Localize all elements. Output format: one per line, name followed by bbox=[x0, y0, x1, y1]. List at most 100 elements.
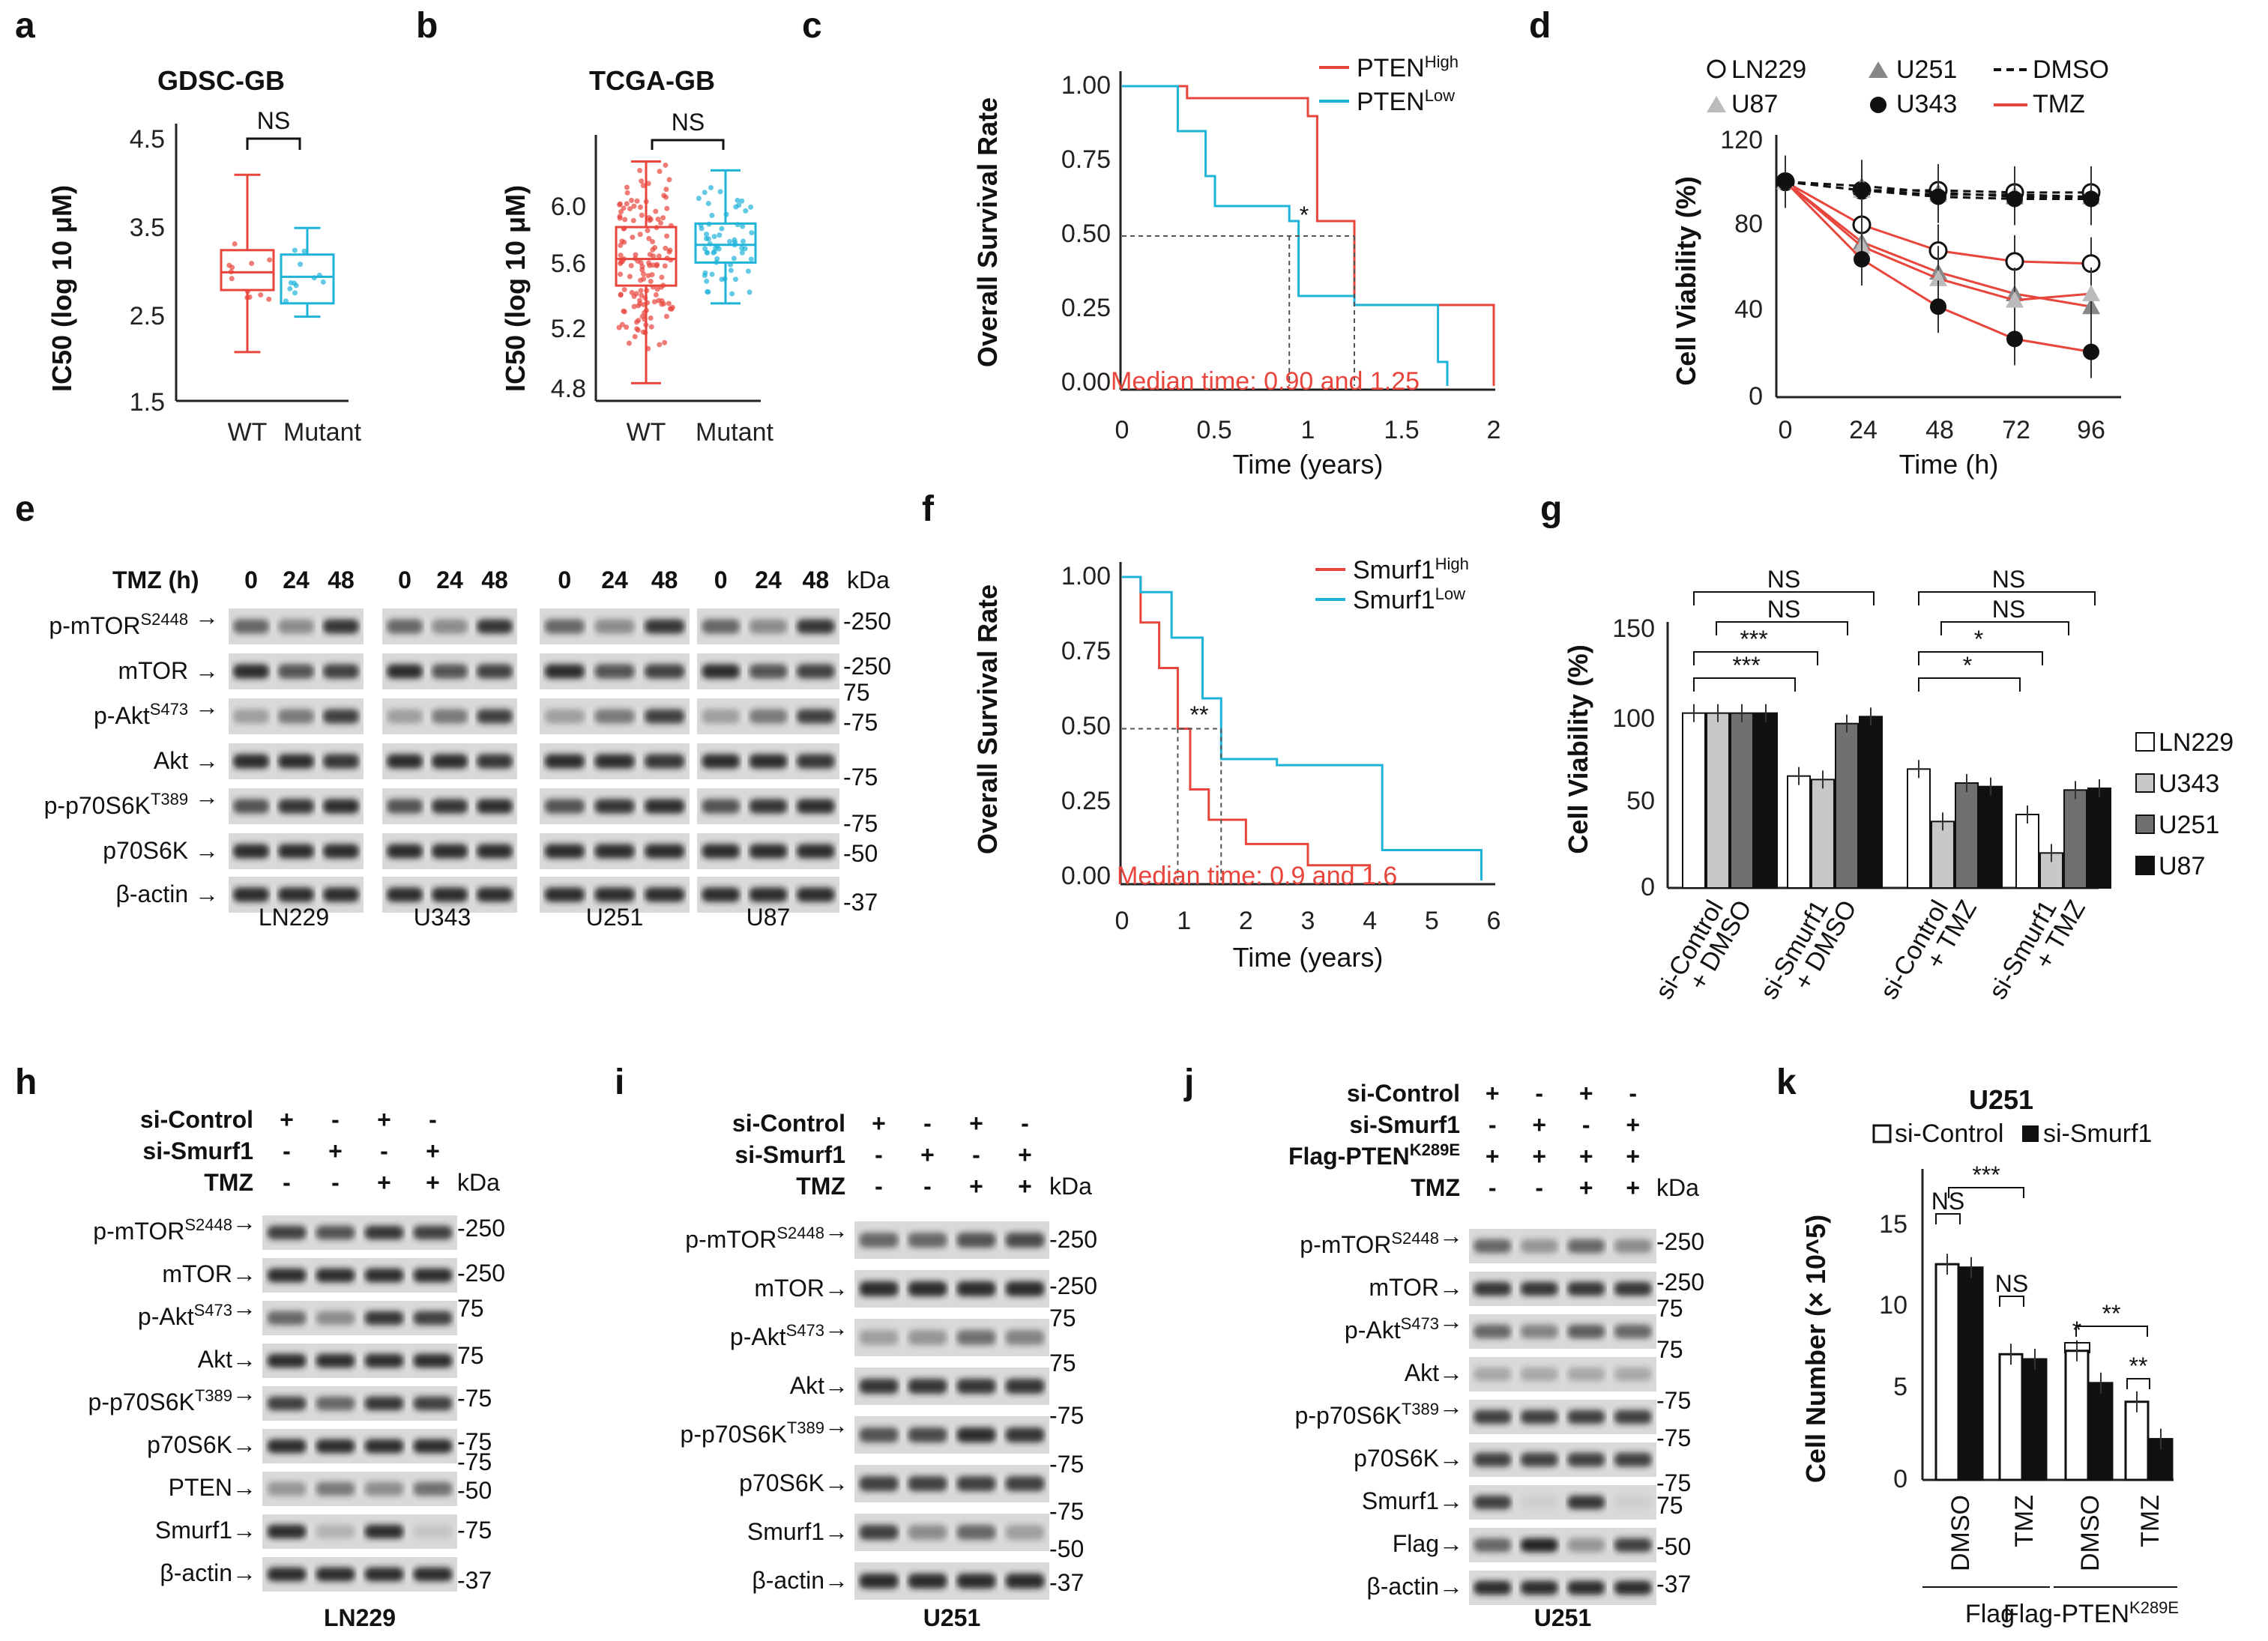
panel-h-condlabel: si-Control bbox=[140, 1106, 253, 1133]
bar bbox=[1979, 785, 2003, 889]
panel-e-cell-u87: U87 bbox=[747, 904, 791, 931]
panel-i-rowlabel: p-AktS473→ bbox=[730, 1314, 848, 1350]
panel-j-sign: + bbox=[1626, 1143, 1640, 1170]
panel-e-row-band bbox=[544, 754, 585, 769]
legend-swatch bbox=[2135, 732, 2155, 752]
panel-j-row-band bbox=[1567, 1239, 1605, 1254]
panel-j-row-band bbox=[1520, 1452, 1558, 1467]
panel-j-rowlabel: p-p70S6KT389→ bbox=[1295, 1393, 1463, 1429]
box-point bbox=[739, 250, 745, 256]
panel-a-sig: NS bbox=[257, 107, 290, 134]
box-point bbox=[621, 239, 627, 245]
panel-i-sign: + bbox=[1018, 1141, 1032, 1168]
panel-e-row-band bbox=[278, 664, 314, 679]
bar bbox=[2063, 789, 2087, 889]
panel-e-row-band bbox=[278, 619, 314, 634]
panel-j-row-band bbox=[1474, 1495, 1512, 1510]
panel-i-row-band bbox=[956, 1330, 996, 1345]
panel-k-group-flagpten: Flag-PTENK289E bbox=[2003, 1598, 2179, 1628]
panel-b: TCGA-GB IC50 (log 10 μM) 6.0 5.6 5.2 4.8… bbox=[500, 65, 774, 447]
panel-e-row-band bbox=[477, 799, 513, 814]
box-point bbox=[618, 271, 624, 277]
panel-j-sign: + bbox=[1532, 1143, 1546, 1170]
panel-h-row-band bbox=[316, 1353, 355, 1368]
panel-j-sign: + bbox=[1486, 1080, 1500, 1107]
panel-e-row-band bbox=[387, 887, 423, 902]
panel-j-row-band bbox=[1474, 1409, 1512, 1424]
panel-i-kda: kDa bbox=[1049, 1173, 1092, 1200]
box-point bbox=[633, 256, 639, 262]
panel-label-a: a bbox=[15, 6, 35, 46]
panel-e-cell-u343: U343 bbox=[414, 904, 471, 931]
panel-j-rowlabel: mTOR→ bbox=[1369, 1274, 1463, 1301]
panel-e-row-band bbox=[702, 619, 740, 634]
panel-j-sign: - bbox=[1535, 1174, 1543, 1201]
panel-j-row-band bbox=[1567, 1452, 1605, 1467]
panel-h-row-band bbox=[316, 1225, 355, 1240]
panel-e-row-band bbox=[797, 619, 835, 634]
panel-f-sig: ** bbox=[1190, 701, 1209, 728]
sig-bracket bbox=[2064, 1342, 2090, 1353]
panel-j-condlabel: si-Smurf1 bbox=[1349, 1111, 1460, 1138]
box-point bbox=[650, 247, 656, 253]
panel-i-row-band bbox=[956, 1233, 996, 1248]
panel-i-row-band bbox=[908, 1379, 947, 1394]
panel-k-xtick: DMSO bbox=[1946, 1495, 1975, 1571]
box-point bbox=[717, 189, 723, 195]
panel-e-time: 24 bbox=[436, 566, 463, 593]
sig-bracket bbox=[1999, 1296, 2024, 1307]
box-point bbox=[618, 209, 624, 215]
box-point bbox=[639, 267, 645, 273]
panel-label-d: d bbox=[1529, 6, 1551, 46]
data-point bbox=[2083, 190, 2099, 208]
panel-f-legend-low: Smurf1Low bbox=[1353, 584, 1465, 614]
panel-i-row-band bbox=[1005, 1476, 1045, 1491]
panel-c-xtick: 1.5 bbox=[1384, 416, 1419, 444]
panel-e-time: 48 bbox=[328, 566, 355, 593]
panel-j-marker: -37 bbox=[1656, 1571, 1691, 1598]
panel-i-sign: + bbox=[969, 1110, 983, 1137]
panel-e-row-band bbox=[278, 887, 314, 902]
panel-e-row-band bbox=[797, 799, 835, 814]
panel-c-legend-high: PTENHigh bbox=[1357, 52, 1459, 82]
box-point bbox=[626, 340, 632, 346]
panel-c-xtick: 0 bbox=[1115, 416, 1130, 444]
panel-label-i: i bbox=[615, 1063, 624, 1102]
km-curve bbox=[1122, 575, 1372, 880]
box-point bbox=[244, 288, 250, 294]
panel-i-row-band bbox=[859, 1233, 899, 1248]
sig-bracket bbox=[1716, 621, 1848, 635]
box-point bbox=[311, 275, 317, 281]
box-point bbox=[632, 333, 638, 339]
panel-i-row-band bbox=[908, 1281, 947, 1296]
panel-e-row-band bbox=[544, 664, 585, 679]
box-iqr bbox=[280, 253, 335, 305]
box-point bbox=[621, 309, 627, 315]
box-point bbox=[630, 235, 636, 241]
box-point bbox=[628, 262, 634, 268]
panel-c-legend-low: PTENLow bbox=[1357, 86, 1455, 116]
panel-i-rowsup: S2448 bbox=[776, 1224, 824, 1242]
box-point bbox=[650, 239, 656, 245]
legend-swatch bbox=[2135, 856, 2155, 875]
panel-e-rowlabel: p70S6K → bbox=[103, 837, 219, 864]
box-point bbox=[654, 225, 660, 231]
panel-j-marker: 75 bbox=[1656, 1295, 1683, 1322]
panel-e-row-band bbox=[544, 887, 585, 902]
box-point bbox=[708, 184, 714, 190]
panel-label-f: f bbox=[922, 489, 935, 529]
panel-j-row-band bbox=[1614, 1367, 1652, 1382]
box-iqr bbox=[220, 249, 275, 291]
box-point bbox=[249, 261, 255, 267]
panel-e-row-band bbox=[387, 799, 423, 814]
box-point bbox=[728, 268, 734, 274]
box-point bbox=[642, 295, 648, 301]
panel-h-condlabel: si-Smurf1 bbox=[142, 1137, 253, 1164]
box-point bbox=[633, 291, 639, 297]
box-point bbox=[662, 263, 668, 269]
data-point bbox=[2006, 291, 2024, 308]
panel-a-boxes bbox=[220, 173, 335, 354]
panel-h-sign: - bbox=[331, 1169, 340, 1196]
panel-e: TMZ (h) 0 24 48 0 24 48 0 24 48 0 24 48 kDa p-mTORS… bbox=[44, 566, 891, 931]
panel-e-row-band bbox=[749, 709, 788, 724]
